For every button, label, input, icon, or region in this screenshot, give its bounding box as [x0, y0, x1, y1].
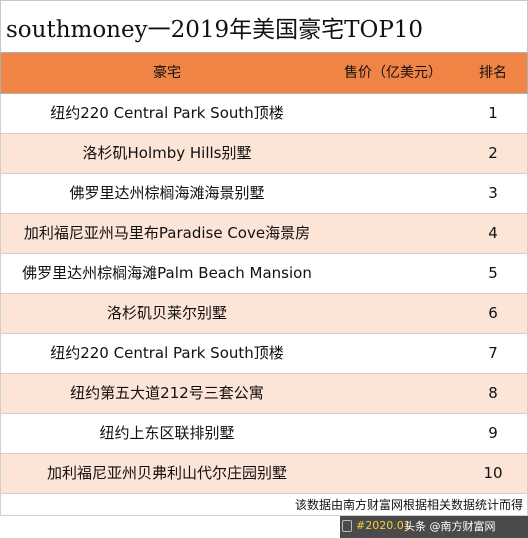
table-footer: 该数据由南方财富网根据相关数据统计而得	[0, 494, 528, 516]
row-name: 纽约220 Central Park South顶楼	[50, 104, 284, 122]
row-name: 佛罗里达州棕榈海滩海景别墅	[69, 184, 265, 202]
row-rank: 6	[488, 304, 498, 322]
row-name: 洛杉矶Holmby Hills别墅	[82, 144, 252, 162]
table-row: 洛杉矶贝莱尔别墅 6	[0, 294, 528, 334]
table-row: 洛杉矶Holmby Hills别墅 2	[0, 134, 528, 174]
table-row: 加利福尼亚州马里布Paradise Cove海景房 4	[0, 214, 528, 254]
row-name: 加利福尼亚州马里布Paradise Cove海景房	[23, 224, 311, 242]
header-mansion: 豪宅	[153, 65, 181, 81]
source-note: 该数据由南方财富网根据相关数据统计而得	[294, 498, 523, 512]
row-rank: 9	[488, 424, 498, 442]
watermark-date: #2020.01	[356, 519, 411, 532]
header-price: 售价（亿美元）	[344, 65, 442, 81]
table-row: 纽约上东区联排别墅 9	[0, 414, 528, 454]
table-header: 豪宅 售价（亿美元） 排名	[0, 52, 528, 94]
row-name: 加利福尼亚州贝弗利山代尔庄园别墅	[46, 464, 287, 482]
table-body: 纽约220 Central Park South顶楼 1 洛杉矶Holmby H…	[0, 94, 528, 494]
table-row: 佛罗里达州棕榈海滩海景别墅 3	[0, 174, 528, 214]
table-row: 纽约第五大道212号三套公寓 8	[0, 374, 528, 414]
row-name: 纽约第五大道212号三套公寓	[70, 384, 264, 402]
watermark-strip: #2020.01 头条 @南方财富网	[340, 516, 528, 538]
table-row: 纽约220 Central Park South顶楼 1	[0, 94, 528, 134]
row-rank: 1	[488, 104, 498, 122]
row-name: 洛杉矶贝莱尔别墅	[106, 304, 227, 322]
row-name: 佛罗里达州棕榈海滩Palm Beach Mansion	[22, 264, 312, 282]
watermark-author: 头条 @南方财富网	[404, 520, 496, 533]
table-row: 加利福尼亚州贝弗利山代尔庄园别墅 10	[0, 454, 528, 494]
row-rank: 2	[488, 144, 498, 162]
row-rank: 8	[488, 384, 498, 402]
row-rank: 5	[488, 264, 498, 282]
row-name: 纽约220 Central Park South顶楼	[50, 344, 284, 362]
table-row: 佛罗里达州棕榈海滩Palm Beach Mansion 5	[0, 254, 528, 294]
row-rank: 7	[488, 344, 498, 362]
row-rank: 10	[483, 464, 503, 482]
row-rank: 4	[488, 224, 498, 242]
row-rank: 3	[488, 184, 498, 202]
page-title: southmoney一2019年美国豪宅TOP10	[0, 0, 528, 52]
row-name: 纽约上东区联排别墅	[99, 424, 235, 442]
table-row: 纽约220 Central Park South顶楼 7	[0, 334, 528, 374]
camera-icon	[342, 520, 352, 532]
header-rank: 排名	[479, 65, 507, 81]
